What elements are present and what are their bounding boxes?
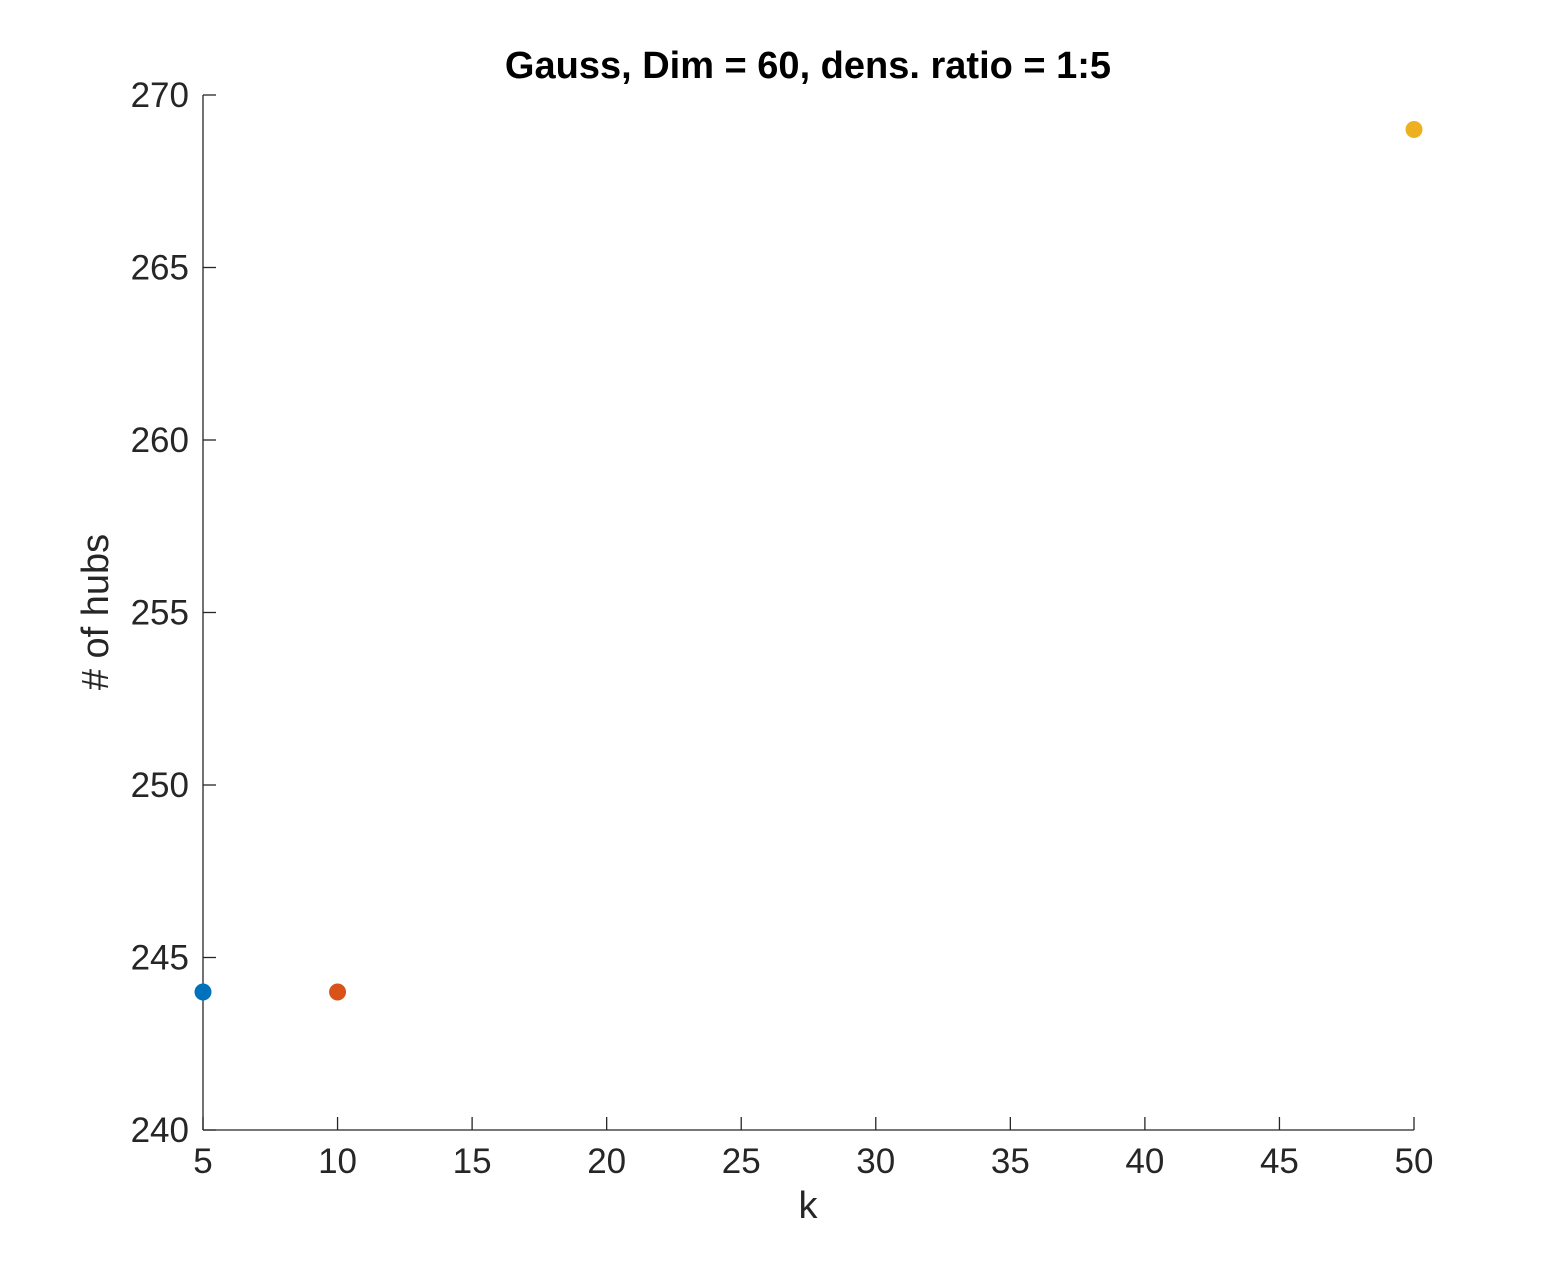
x-tick-label: 25 xyxy=(722,1142,761,1181)
x-tick-label: 40 xyxy=(1125,1142,1164,1181)
y-tick-label: 250 xyxy=(131,766,189,805)
y-ticks: 240 245 250 255 260 265 270 xyxy=(131,76,216,1150)
data-point xyxy=(194,983,212,1001)
y-tick-label: 265 xyxy=(131,249,189,288)
chart-title: Gauss, Dim = 60, dens. ratio = 1:5 xyxy=(505,45,1111,87)
axes xyxy=(202,95,1414,1131)
x-tick-label: 10 xyxy=(318,1142,357,1181)
x-tick-label: 45 xyxy=(1260,1142,1299,1181)
data-points xyxy=(194,121,1423,1001)
x-tick-label: 15 xyxy=(453,1142,492,1181)
x-ticks: 5 10 15 20 25 30 35 40 45 50 xyxy=(193,1117,1433,1181)
data-point xyxy=(329,983,347,1001)
x-tick-label: 50 xyxy=(1395,1142,1434,1181)
x-tick-label: 20 xyxy=(587,1142,626,1181)
x-tick-label: 5 xyxy=(193,1142,212,1181)
y-tick-label: 270 xyxy=(131,76,189,115)
y-axis-label: # of hubs xyxy=(75,534,117,690)
y-tick-label: 255 xyxy=(131,594,189,633)
x-axis-label: k xyxy=(799,1185,819,1227)
y-tick-label: 260 xyxy=(131,421,189,460)
y-tick-label: 245 xyxy=(131,939,189,978)
x-tick-label: 35 xyxy=(991,1142,1030,1181)
x-tick-label: 30 xyxy=(856,1142,895,1181)
y-tick-label: 240 xyxy=(131,1111,189,1150)
data-point xyxy=(1405,121,1423,138)
